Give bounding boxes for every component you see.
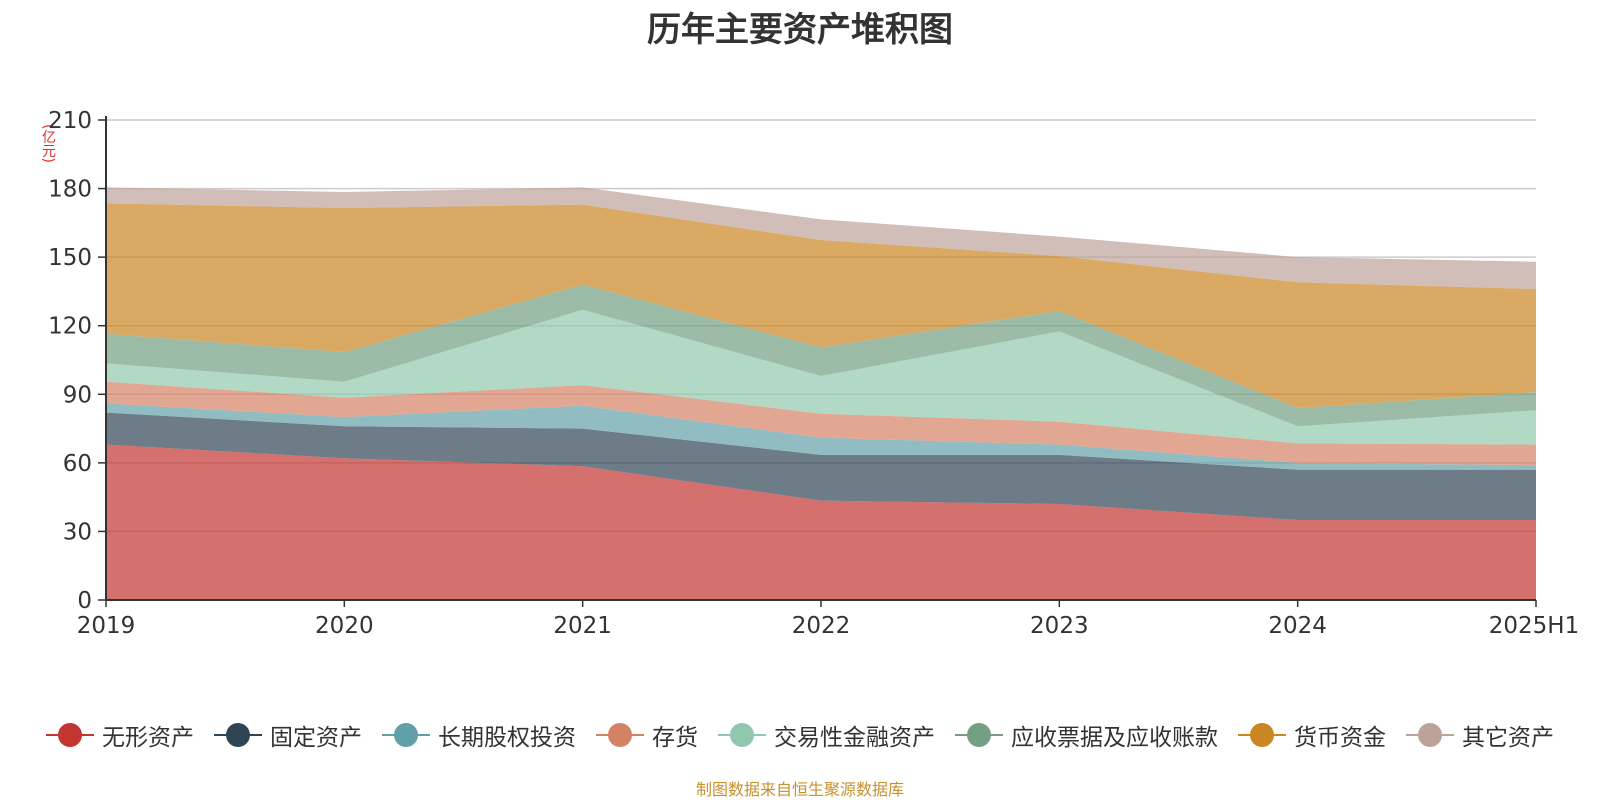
legend-item-2[interactable]: 长期股权投资 (382, 718, 576, 752)
axes: 0 30 60 90 120 150 180 210 2019 2020 2021 2022 2023 2… (48, 108, 1579, 639)
y-tick-label: 30 (63, 519, 92, 545)
x-tick-label: 2025H1 (1489, 613, 1579, 639)
legend-label: 存货 (652, 725, 698, 751)
x-tick-label: 2019 (77, 613, 136, 639)
area-series-0[interactable] (106, 444, 1536, 600)
legend-item-6[interactable]: 货币资金 (1238, 718, 1386, 752)
x-tick-label: 2024 (1268, 613, 1327, 639)
area-series-2[interactable] (106, 403, 1536, 470)
legend-marker-icon (46, 722, 94, 748)
area-series-5[interactable] (106, 284, 1536, 427)
area-series-4[interactable] (106, 309, 1536, 445)
area-series-7[interactable] (106, 187, 1536, 290)
source-note: 制图数据来自恒生聚源数据库 (695, 780, 904, 799)
legend-label: 长期股权投资 (438, 725, 576, 751)
legend-item-7[interactable]: 其它资产 (1406, 718, 1554, 752)
y-tick-label: 0 (77, 588, 92, 614)
legend-label: 货币资金 (1294, 725, 1386, 751)
legend-marker-icon (1238, 722, 1286, 748)
legend-marker-icon (382, 722, 430, 748)
y-tick-label: 120 (48, 314, 92, 340)
legend-item-3[interactable]: 存货 (596, 718, 698, 752)
area-series-layer[interactable] (106, 187, 1536, 600)
legend: 无形资产 固定资产 长期股权投资 存货 交易性金融资产 应收票据及应收账款 货币资金 其它资产 (0, 718, 1600, 752)
x-tick-label: 2022 (792, 613, 851, 639)
legend-item-4[interactable]: 交易性金融资产 (718, 718, 935, 752)
y-tick-label: 180 (48, 177, 92, 203)
legend-marker-icon (718, 722, 766, 748)
x-tick-label: 2020 (315, 613, 374, 639)
legend-label: 无形资产 (102, 725, 194, 751)
y-axis-unit-label: (亿元) (40, 124, 56, 163)
legend-marker-icon (214, 722, 262, 748)
legend-label: 交易性金融资产 (774, 725, 935, 751)
x-tick-label: 2021 (553, 613, 612, 639)
y-tick-label: 150 (48, 245, 92, 271)
x-tick-label: 2023 (1030, 613, 1089, 639)
chart-title: 历年主要资产堆积图 (647, 10, 953, 50)
legend-label: 固定资产 (270, 725, 362, 751)
area-series-3[interactable] (106, 381, 1536, 466)
legend-label: 应收票据及应收账款 (1011, 725, 1218, 751)
legend-marker-icon (955, 722, 1003, 748)
legend-item-1[interactable]: 固定资产 (214, 718, 362, 752)
legend-marker-icon (1406, 722, 1454, 748)
legend-label: 其它资产 (1462, 725, 1554, 751)
area-series-6[interactable] (106, 203, 1536, 408)
legend-marker-icon (596, 722, 644, 748)
y-tick-label: 210 (48, 108, 92, 134)
y-tick-label: 60 (63, 451, 92, 477)
legend-item-0[interactable]: 无形资产 (46, 718, 194, 752)
area-series-1[interactable] (106, 412, 1536, 520)
legend-item-5[interactable]: 应收票据及应收账款 (955, 718, 1218, 752)
y-tick-label: 90 (63, 382, 92, 408)
